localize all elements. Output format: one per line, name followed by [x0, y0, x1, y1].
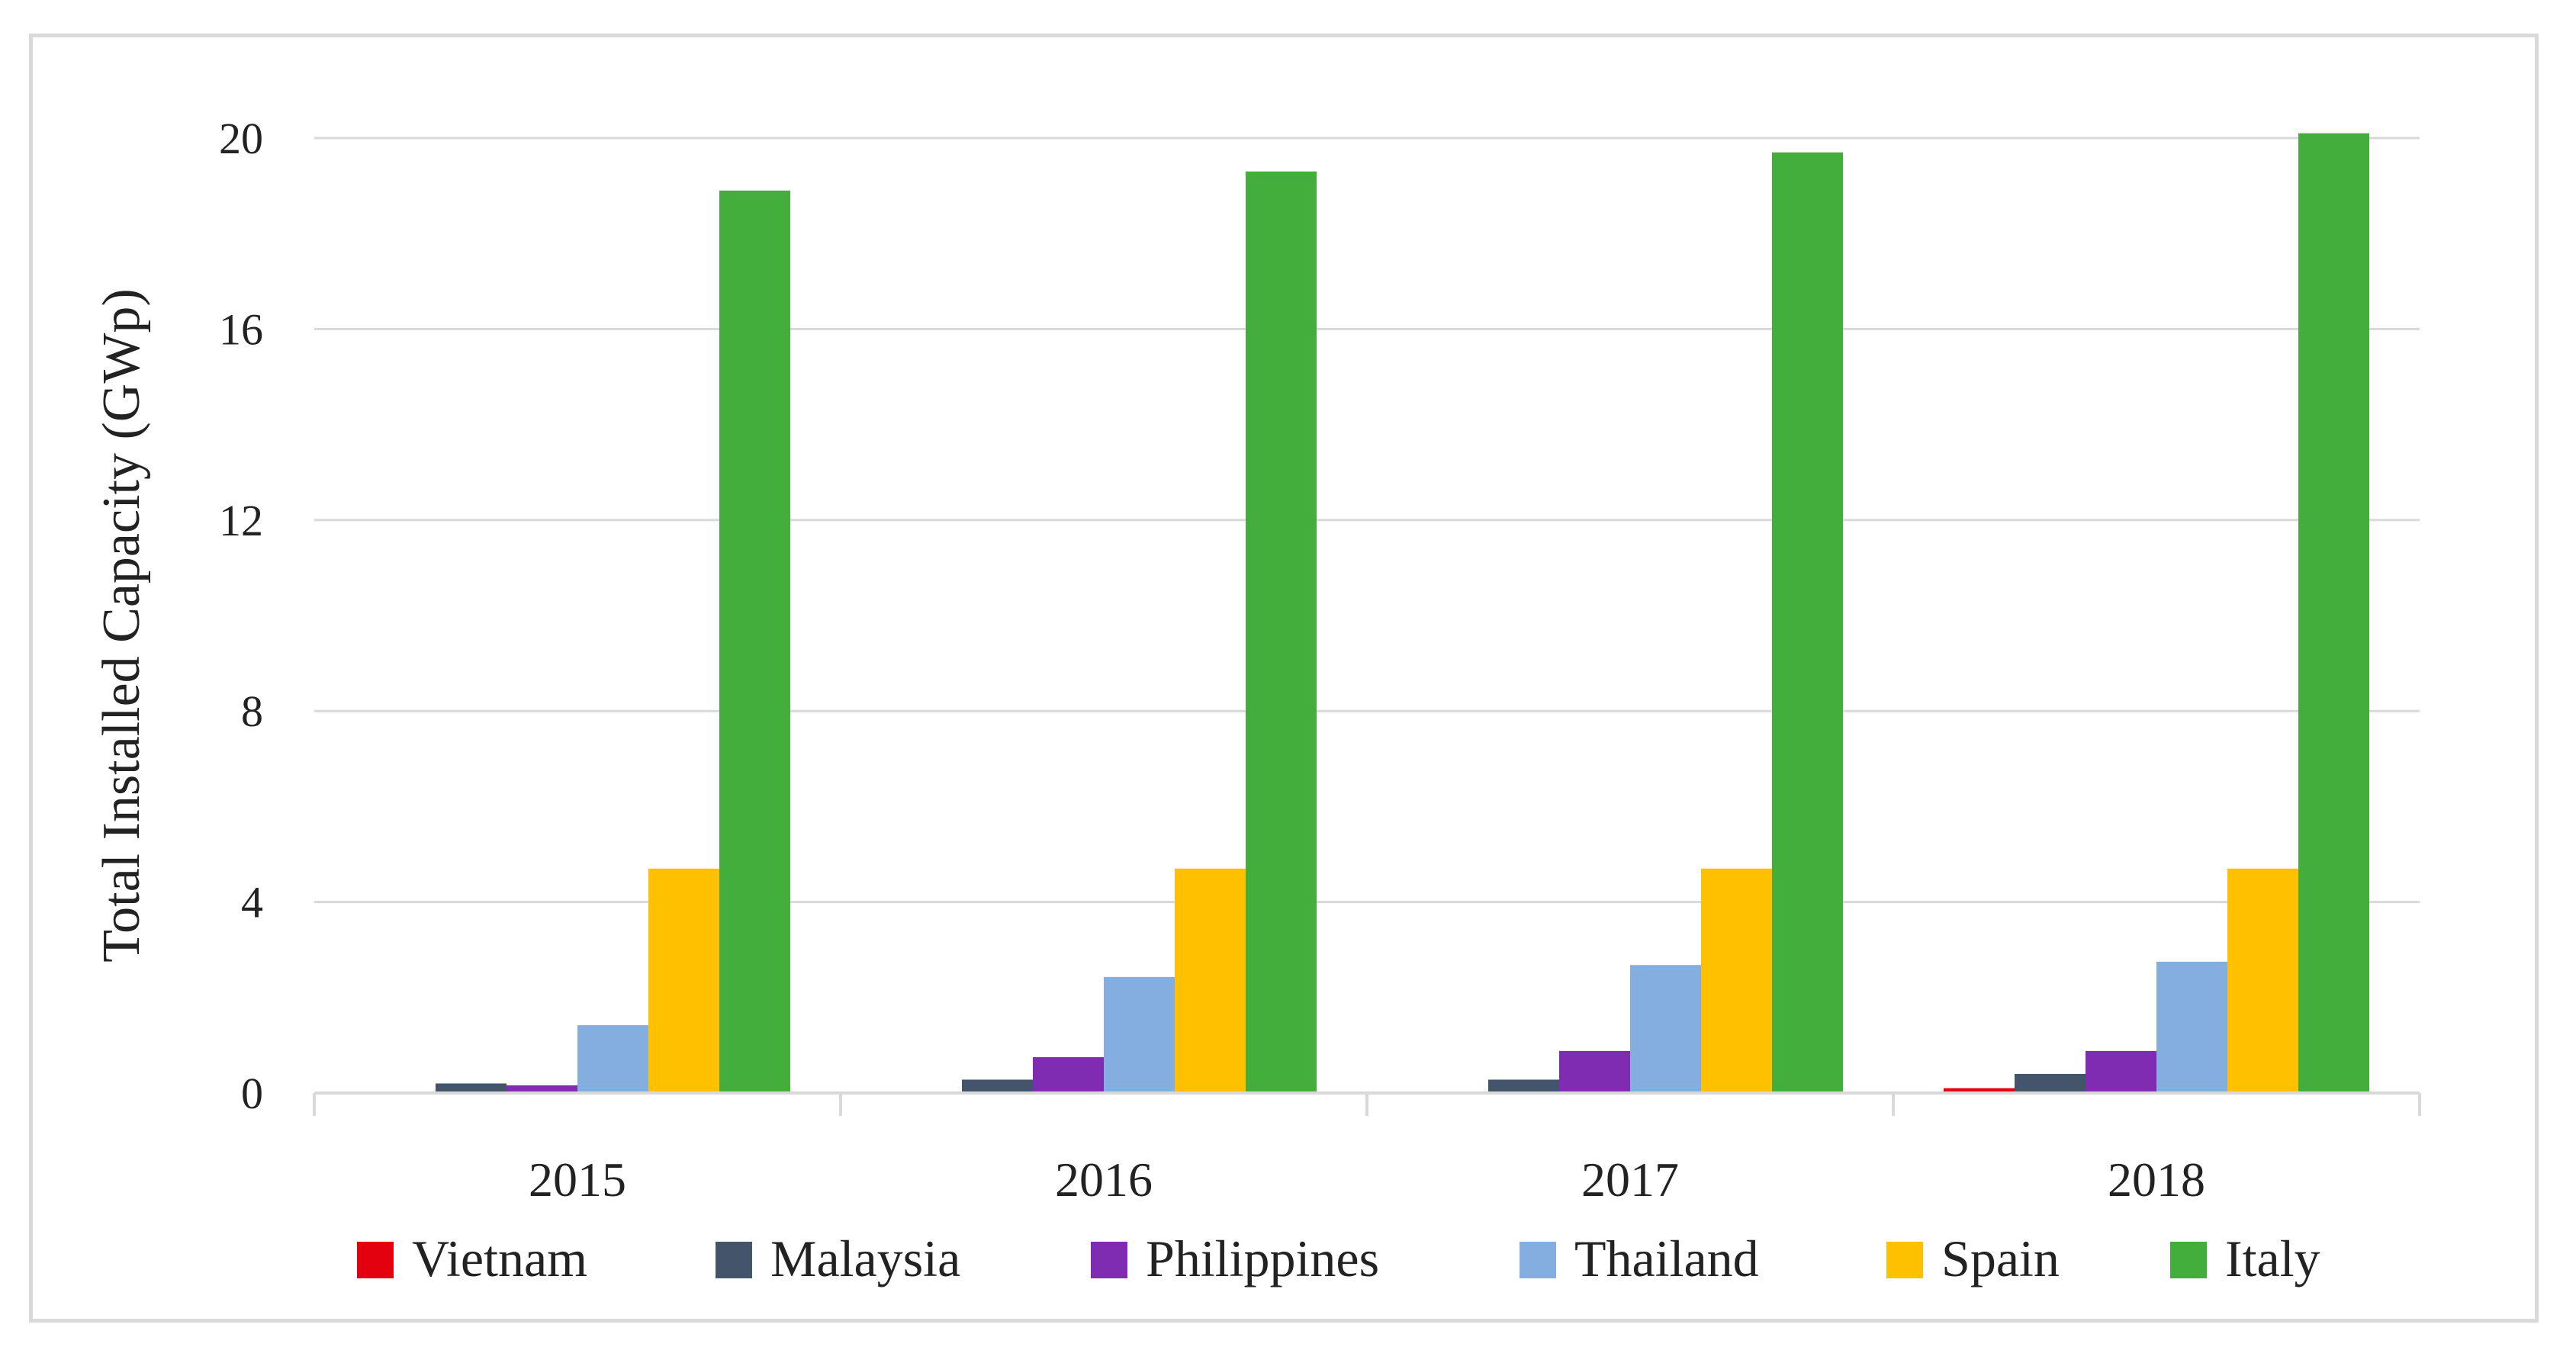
legend-swatch-vietnam — [357, 1242, 394, 1278]
legend-label-vietnam: Vietnam — [412, 1230, 587, 1287]
bar-thailand-2015 — [577, 1025, 648, 1093]
x-tick-label: 2016 — [1055, 1152, 1153, 1207]
bar-spain-2017 — [1701, 868, 1772, 1093]
bar-philippines-2015 — [507, 1085, 577, 1093]
x-axis — [313, 1091, 2421, 1116]
legend-swatch-spain — [1886, 1242, 1923, 1278]
bar-vietnam-2018 — [1944, 1088, 2015, 1093]
bar-thailand-2018 — [2156, 961, 2227, 1093]
legend: Vietnam Malaysia Philippines Thailand Spain I… — [357, 1230, 2320, 1287]
legend-swatch-italy — [2170, 1242, 2207, 1278]
bar-malaysia-2017 — [1488, 1079, 1559, 1093]
bar-philippines-2016 — [1033, 1057, 1104, 1093]
bar-spain-2016 — [1175, 868, 1246, 1093]
legend-swatch-thailand — [1520, 1242, 1556, 1278]
bar-malaysia-2018 — [2015, 1073, 2086, 1093]
bar-thailand-2016 — [1104, 976, 1175, 1093]
legend-label-philippines: Philippines — [1146, 1230, 1379, 1287]
bar-malaysia-2015 — [436, 1083, 507, 1093]
x-tick-label: 2018 — [2108, 1152, 2205, 1207]
y-tick-label: 20 — [219, 114, 263, 163]
legend-label-italy: Italy — [2225, 1230, 2320, 1287]
bar-italy-2018 — [2298, 133, 2369, 1094]
y-tick-label: 12 — [219, 496, 263, 545]
bar-italy-2017 — [1772, 152, 1843, 1093]
x-tick-label: 2017 — [1581, 1152, 1679, 1207]
y-tick-label: 0 — [241, 1069, 263, 1118]
y-tick-labels: 0 4 8 12 16 20 — [219, 114, 263, 1118]
y-tick-label: 8 — [241, 686, 263, 736]
bars — [365, 133, 2369, 1094]
y-tick-label: 4 — [241, 878, 263, 927]
bar-malaysia-2016 — [962, 1079, 1033, 1093]
legend-swatch-malaysia — [716, 1242, 752, 1278]
x-tick-label: 2015 — [529, 1152, 626, 1207]
y-axis-title: Total Installed Capacity (GWp) — [92, 288, 151, 962]
legend-label-thailand: Thailand — [1574, 1230, 1759, 1287]
x-tick-labels: 2015 2016 2017 2018 — [529, 1152, 2205, 1207]
legend-label-malaysia: Malaysia — [770, 1230, 960, 1287]
legend-label-spain: Spain — [1941, 1230, 2060, 1287]
bar-italy-2015 — [719, 190, 790, 1094]
bar-spain-2015 — [648, 868, 719, 1093]
bar-philippines-2017 — [1559, 1050, 1630, 1093]
bar-spain-2018 — [2227, 868, 2298, 1093]
bar-italy-2016 — [1246, 171, 1317, 1093]
bar-philippines-2018 — [2086, 1050, 2156, 1093]
y-tick-label: 16 — [219, 304, 263, 354]
gridlines — [314, 137, 2420, 904]
legend-swatch-philippines — [1091, 1242, 1127, 1278]
bar-thailand-2017 — [1630, 965, 1701, 1093]
